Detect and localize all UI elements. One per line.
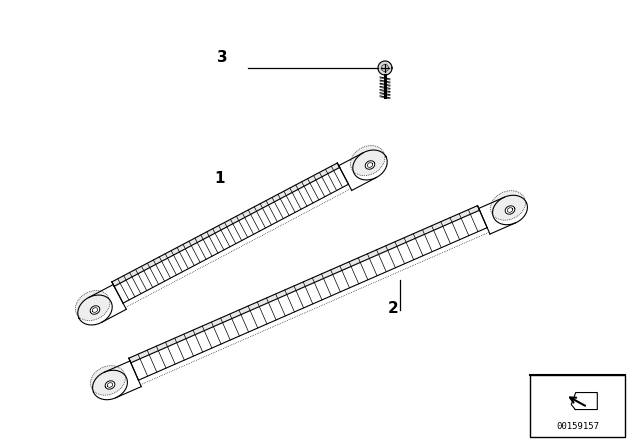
- Polygon shape: [93, 370, 127, 400]
- Polygon shape: [88, 284, 126, 323]
- Polygon shape: [91, 366, 125, 395]
- Text: 1: 1: [215, 171, 225, 185]
- Polygon shape: [78, 295, 112, 325]
- Polygon shape: [479, 197, 516, 234]
- Polygon shape: [129, 206, 487, 380]
- Text: 00159157: 00159157: [556, 422, 599, 431]
- Polygon shape: [351, 146, 385, 176]
- Text: 2: 2: [388, 301, 398, 315]
- Polygon shape: [493, 195, 527, 225]
- Polygon shape: [505, 206, 515, 214]
- Polygon shape: [104, 361, 141, 398]
- Polygon shape: [90, 306, 100, 314]
- Polygon shape: [491, 191, 525, 220]
- Polygon shape: [365, 161, 375, 169]
- Polygon shape: [76, 291, 110, 320]
- Polygon shape: [112, 163, 340, 286]
- Polygon shape: [378, 61, 392, 75]
- Polygon shape: [105, 381, 115, 389]
- Text: 3: 3: [218, 49, 228, 65]
- Polygon shape: [129, 206, 479, 363]
- Polygon shape: [353, 150, 387, 180]
- Polygon shape: [572, 392, 597, 409]
- Bar: [530, 375, 625, 437]
- Polygon shape: [112, 163, 349, 303]
- Polygon shape: [339, 153, 376, 190]
